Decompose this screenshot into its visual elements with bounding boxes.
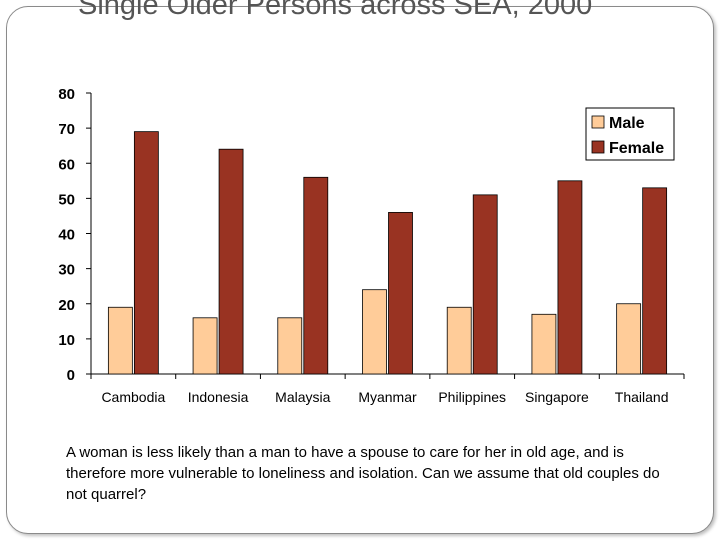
category-label: Thailand bbox=[615, 389, 669, 405]
bar-male-philippines bbox=[446, 306, 472, 375]
chart-bars bbox=[107, 131, 668, 375]
bar-male-thailand bbox=[616, 303, 642, 375]
y-tick-label: 80 bbox=[58, 86, 75, 103]
y-tick-label: 20 bbox=[58, 297, 75, 314]
bar-female-philippines bbox=[472, 194, 498, 375]
y-tick-label: 0 bbox=[67, 367, 75, 384]
bar-female-singapore bbox=[557, 180, 583, 375]
category-label: Singapore bbox=[525, 389, 589, 405]
legend-swatch-female bbox=[591, 140, 605, 154]
slide-frame bbox=[6, 6, 714, 534]
bar-male-indonesia bbox=[192, 317, 218, 375]
chart-legend: Male Female bbox=[585, 107, 675, 161]
bar-male-singapore bbox=[531, 313, 557, 375]
bar-female-thailand bbox=[642, 187, 668, 375]
category-label: Philippines bbox=[438, 389, 506, 405]
y-tick-label: 60 bbox=[58, 156, 75, 173]
y-tick-label: 50 bbox=[58, 191, 75, 208]
y-tick-label: 10 bbox=[58, 332, 75, 349]
legend-label-female: Female bbox=[609, 140, 664, 157]
chart-axes bbox=[86, 92, 685, 379]
category-label: Indonesia bbox=[188, 389, 249, 405]
category-label: Cambodia bbox=[101, 389, 165, 405]
category-label: Myanmar bbox=[358, 389, 417, 405]
y-tick-label: 30 bbox=[58, 262, 75, 279]
category-labels: Cambodia Indonesia Malaysia Myanmar Philippi… bbox=[101, 389, 668, 405]
y-tick-label: 70 bbox=[58, 121, 75, 138]
bar-female-malaysia bbox=[303, 176, 329, 375]
slide-caption: A woman is less likely than a man to hav… bbox=[66, 444, 660, 503]
legend-swatch-male bbox=[591, 115, 605, 129]
bar-female-cambodia bbox=[133, 131, 159, 375]
category-label: Malaysia bbox=[275, 389, 330, 405]
bar-male-myanmar bbox=[362, 289, 387, 375]
bar-female-myanmar bbox=[388, 212, 413, 375]
bar-female-indonesia bbox=[218, 148, 244, 375]
bar-male-cambodia bbox=[107, 306, 133, 375]
slide-title: Single Older Persons across SEA, 2000 bbox=[78, 0, 593, 21]
legend-label-male: Male bbox=[609, 115, 645, 132]
y-tick-label: 40 bbox=[58, 227, 75, 244]
y-tick-labels: 0 10 20 30 40 50 60 70 80 bbox=[58, 86, 75, 384]
bar-male-malaysia bbox=[277, 317, 303, 375]
